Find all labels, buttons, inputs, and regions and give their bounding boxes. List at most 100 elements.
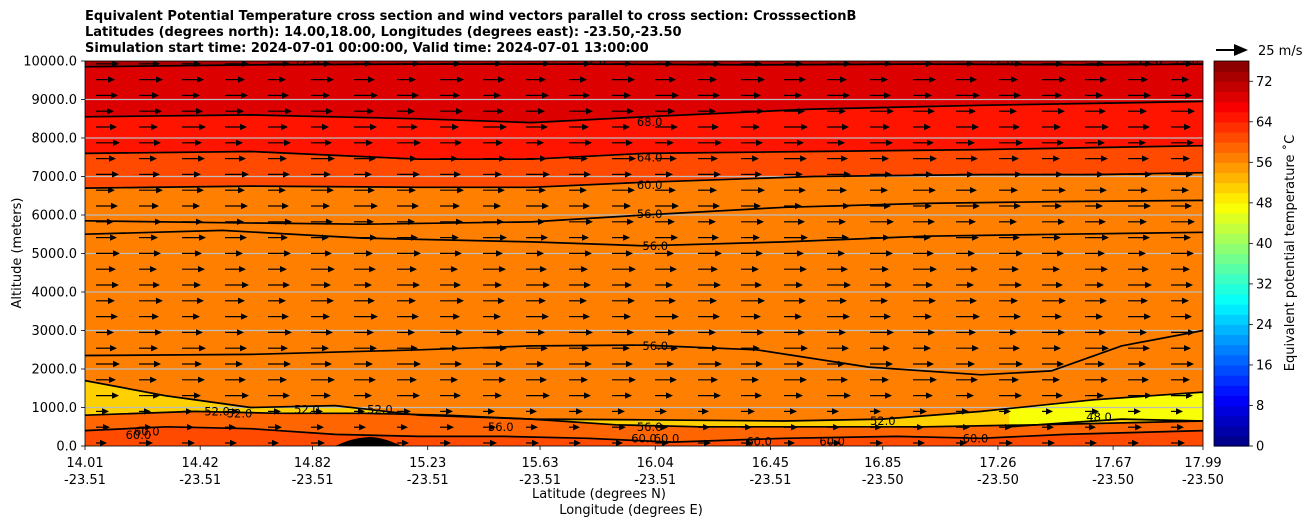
wind-vector-r8-c14 bbox=[698, 313, 720, 320]
wind-vector-r16-c6 bbox=[354, 187, 375, 194]
wind-vector-r17-c20 bbox=[956, 171, 974, 178]
colorbar-bin-15 bbox=[1214, 283, 1249, 295]
x-tick-lon-1: -23.51 bbox=[179, 473, 221, 488]
wind-vector-r21-c20 bbox=[956, 108, 976, 115]
wind-vector-r19-c10 bbox=[526, 139, 544, 146]
wind-vector-r18-c2 bbox=[182, 155, 205, 162]
wind-vector-r14-c10 bbox=[526, 218, 545, 225]
wind-vector-r14-c20 bbox=[956, 218, 976, 225]
wind-vector-r11-c14 bbox=[698, 266, 718, 273]
wind-vector-r24-c8 bbox=[440, 61, 461, 67]
wind-vector-r7-c13 bbox=[655, 329, 675, 336]
wind-vector-r0-c5 bbox=[311, 439, 325, 446]
wind-vector-r23-c17 bbox=[827, 76, 847, 83]
contour-label-19: 60.0 bbox=[631, 431, 657, 445]
quiver-key: 25 m/s bbox=[1216, 44, 1303, 59]
y-tick-label-10: 10000.0 bbox=[23, 55, 77, 70]
wind-vector-r9-c12 bbox=[612, 297, 635, 304]
wind-vector-r14-c6 bbox=[354, 218, 374, 225]
wind-vector-r24-c24 bbox=[1128, 61, 1152, 67]
wind-vector-r15-c2 bbox=[182, 202, 200, 210]
wind-vector-r3-c7 bbox=[397, 392, 420, 399]
wind-vector-r4-c5 bbox=[311, 376, 335, 383]
wind-vector-r21-c18 bbox=[870, 108, 894, 115]
wind-vector-r7-c21 bbox=[999, 329, 1017, 336]
wind-vector-r15-c23 bbox=[1085, 202, 1103, 210]
x-tick-lon-2: -23.51 bbox=[292, 473, 334, 488]
wind-vector-r11-c2 bbox=[182, 266, 205, 273]
wind-vector-r15-c13 bbox=[655, 202, 679, 210]
wind-vector-r20-c13 bbox=[655, 123, 678, 131]
colorbar-bin-32 bbox=[1214, 111, 1249, 123]
x-tick-lat-2: 14.82 bbox=[294, 456, 331, 471]
wind-vector-r0-c11 bbox=[569, 439, 581, 446]
wind-vector-r6-c14 bbox=[698, 345, 719, 352]
contour-label-5: 68.0 bbox=[637, 115, 663, 129]
wind-vector-r18-c8 bbox=[440, 155, 458, 162]
colorbar-bin-1 bbox=[1214, 425, 1249, 437]
wind-vector-r14-c8 bbox=[440, 218, 463, 225]
wind-vector-r6-c1 bbox=[139, 345, 158, 352]
colorbar-bin-7 bbox=[1214, 364, 1249, 376]
wind-vector-r6-c20 bbox=[956, 345, 979, 352]
contour-line-48-10 bbox=[1009, 418, 1203, 428]
wind-vector-r7-c8 bbox=[440, 329, 463, 336]
wind-vector-r1-c20 bbox=[956, 424, 970, 431]
wind-vector-r1-c5 bbox=[311, 424, 324, 431]
wind-vector-r24-c19 bbox=[913, 61, 933, 67]
wind-vector-r14-c22 bbox=[1042, 218, 1065, 225]
wind-vector-r4-c16 bbox=[784, 376, 807, 383]
wind-vector-r2-c16 bbox=[784, 408, 797, 415]
wind-vector-r21-c21 bbox=[999, 108, 1017, 115]
wind-vector-r23-c25 bbox=[1171, 76, 1189, 83]
wind-vector-r2-c10 bbox=[526, 408, 537, 415]
wind-vector-r7-c16 bbox=[784, 329, 805, 336]
wind-vector-r7-c18 bbox=[870, 329, 894, 336]
wind-vector-r16-c8 bbox=[440, 187, 464, 194]
wind-vector-r7-c6 bbox=[354, 329, 374, 336]
colorbar-bin-13 bbox=[1214, 304, 1249, 315]
wind-vector-r14-c2 bbox=[182, 218, 203, 225]
wind-vector-r19-c17 bbox=[827, 139, 845, 146]
wind-vector-r21-c6 bbox=[354, 108, 374, 115]
contour-label-15: 56.0 bbox=[488, 420, 514, 434]
wind-vector-r16-c16 bbox=[784, 187, 806, 194]
wind-vector-r10-c12 bbox=[612, 281, 632, 289]
wind-vector-r4-c17 bbox=[827, 376, 848, 383]
wind-vector-r3-c16 bbox=[784, 392, 803, 399]
wind-vector-r12-c9 bbox=[483, 250, 503, 257]
wind-vector-r21-c24 bbox=[1128, 108, 1147, 115]
wind-vector-r5-c10 bbox=[526, 360, 544, 368]
wind-vector-r21-c8 bbox=[440, 108, 463, 115]
wind-vector-r4-c24 bbox=[1128, 376, 1149, 383]
colorbar-bin-6 bbox=[1214, 375, 1249, 386]
wind-vector-r7-c14 bbox=[698, 329, 716, 336]
colorbar-bin-23 bbox=[1214, 202, 1249, 214]
wind-vector-r3-c21 bbox=[999, 392, 1022, 399]
wind-vector-r22-c20 bbox=[956, 92, 980, 99]
wind-vector-r18-c9 bbox=[483, 155, 506, 162]
colorbar-bin-17 bbox=[1214, 263, 1249, 275]
wind-vector-r20-c4 bbox=[268, 123, 288, 131]
wind-vector-r3-c14 bbox=[698, 392, 721, 399]
wind-vector-r17-c1 bbox=[139, 171, 160, 178]
wind-vector-r23-c15 bbox=[741, 76, 765, 83]
wind-vector-r18-c10 bbox=[526, 155, 547, 162]
wind-vector-r9-c7 bbox=[397, 297, 416, 304]
wind-vector-r1-c21 bbox=[999, 424, 1012, 431]
wind-vector-r3-c9 bbox=[483, 392, 502, 399]
wind-vector-r9-c21 bbox=[999, 297, 1018, 304]
wind-vector-r8-c23 bbox=[1085, 313, 1103, 320]
wind-vector-r20-c10 bbox=[526, 123, 548, 131]
wind-vector-r23-c11 bbox=[569, 76, 587, 83]
wind-vector-r19-c1 bbox=[139, 139, 161, 146]
wind-vector-r0-c15 bbox=[741, 439, 753, 446]
wind-vector-r19-c6 bbox=[354, 139, 373, 146]
wind-vector-r6-c0 bbox=[96, 345, 117, 352]
wind-vector-r4-c15 bbox=[741, 376, 759, 383]
wind-vector-r17-c19 bbox=[913, 171, 933, 178]
wind-vector-r3-c24 bbox=[1128, 392, 1152, 399]
wind-vector-r0-c0 bbox=[96, 439, 107, 446]
wind-vector-r6-c9 bbox=[483, 345, 507, 352]
wind-vector-r5-c21 bbox=[999, 360, 1023, 368]
